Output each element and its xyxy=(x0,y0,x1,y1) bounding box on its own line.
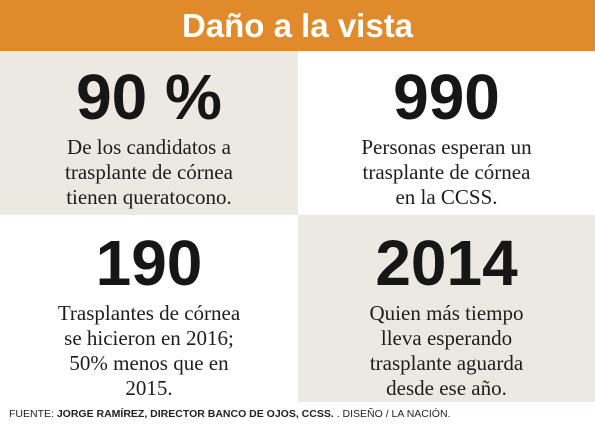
source-prefix: FUENTE: xyxy=(9,408,57,420)
stat-value: 190 xyxy=(95,227,203,299)
stat-card-candidates: 90 % De los candidatos a trasplante de c… xyxy=(0,51,298,215)
stat-card-waiting: 990 Personas esperan un trasplante de có… xyxy=(298,51,595,215)
stat-value: 90 % xyxy=(76,61,222,133)
stat-description-line: De los candidatos a xyxy=(67,135,231,159)
stat-description-line: se hicieron en 2016; xyxy=(64,326,234,350)
stat-description: Personas esperan un trasplante de córnea… xyxy=(361,135,531,210)
stat-description-line: en la CCSS. xyxy=(395,185,498,209)
stat-description-line: trasplante de córnea xyxy=(362,160,531,184)
stat-description-line: trasplante aguarda xyxy=(369,351,524,375)
stat-description: De los candidatos a trasplante de córnea… xyxy=(65,135,233,210)
source-name: JORGE RAMÍREZ, DIRECTOR BANCO DE OJOS, C… xyxy=(56,408,334,420)
stat-description-line: trasplante de córnea xyxy=(65,160,233,184)
stat-card-transplants: 190 Trasplantes de córnea se hicieron en… xyxy=(0,215,298,402)
stat-description-line: tienen queratocono. xyxy=(66,185,232,209)
stat-description-line: 50% menos que en xyxy=(69,351,229,375)
stat-value: 2014 xyxy=(375,227,518,299)
stat-description: Quien más tiempo lleva esperando traspla… xyxy=(370,301,524,401)
stat-description-line: desde ese año. xyxy=(386,376,507,400)
stat-description-line: Trasplantes de córnea xyxy=(57,301,241,325)
stats-grid: 90 % De los candidatos a trasplante de c… xyxy=(0,51,595,402)
stat-description-line: lleva esperando xyxy=(380,326,513,350)
header-banner: Daño a la vista xyxy=(0,0,595,51)
source-suffix: . DISEÑO / LA NACIÓN. xyxy=(333,408,451,420)
stat-description-line: Personas esperan un xyxy=(361,135,532,159)
page-title: Daño a la vista xyxy=(181,7,414,44)
stat-card-since-year: 2014 Quien más tiempo lleva esperando tr… xyxy=(298,215,595,402)
source-credit: FUENTE: JORGE RAMÍREZ, DIRECTOR BANCO DE… xyxy=(9,408,589,420)
stat-value: 990 xyxy=(393,61,500,133)
stat-description: Trasplantes de córnea se hicieron en 201… xyxy=(58,301,240,401)
stat-description-line: 2015. xyxy=(125,376,173,400)
stat-description-line: Quien más tiempo xyxy=(369,301,524,325)
